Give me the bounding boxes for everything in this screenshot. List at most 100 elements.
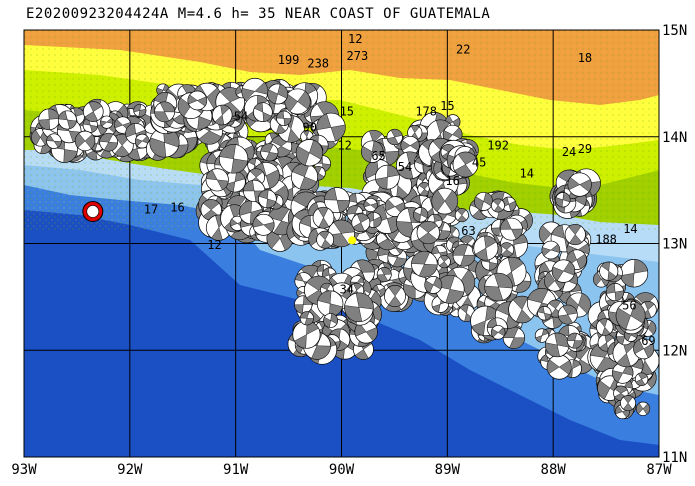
focal-mechanism-ball: [312, 206, 335, 229]
focal-mechanism-ball: [564, 224, 586, 246]
focal-mechanism-ball: [187, 90, 208, 111]
focal-mechanism-ball: [316, 290, 344, 317]
focal-mechanism-ball: [253, 102, 273, 123]
depth-label: 18: [578, 51, 592, 65]
focal-mechanism-ball: [599, 261, 619, 281]
focal-mechanism-ball: [258, 189, 277, 209]
focal-mechanism-ball: [99, 132, 118, 152]
focal-mechanism-ball: [615, 300, 646, 331]
focal-mechanism-ball: [544, 332, 570, 358]
focal-mechanism-ball: [634, 372, 649, 386]
focal-mechanism-ball: [260, 143, 279, 162]
focal-mechanism-ball: [499, 242, 515, 258]
longitude-tick: 89W: [435, 462, 461, 478]
longitude-tick-labels: 93W 92W 91W 90W 89W 88W 87W: [11, 462, 672, 478]
depth-label: 199: [278, 53, 300, 67]
focal-mechanism-ball: [316, 112, 346, 143]
depth-label: 192: [487, 139, 509, 153]
focal-mechanism-ball: [205, 168, 229, 192]
focal-mechanism-ball: [546, 354, 572, 380]
depth-label: 238: [307, 56, 329, 70]
focal-mechanism-ball: [633, 338, 655, 360]
focal-mechanism-ball: [435, 274, 465, 304]
focal-mechanism-ball: [100, 115, 114, 129]
focal-mechanism-ball: [294, 295, 313, 314]
focal-mechanism-ball: [413, 207, 429, 223]
station-marker: [348, 236, 357, 245]
latitude-tick: 11N: [662, 450, 687, 466]
depth-label: 12: [337, 139, 351, 153]
latitude-tick: 14N: [662, 130, 687, 146]
focal-mechanism-ball: [612, 339, 641, 368]
focal-mechanism-ball: [323, 313, 339, 328]
focal-mechanism-ball: [437, 255, 451, 269]
depth-label: 15: [340, 104, 354, 118]
focal-mechanism-ball: [149, 127, 180, 158]
depth-label: 14: [623, 222, 637, 236]
focal-mechanism-ball: [384, 285, 407, 308]
depth-label: 12: [207, 238, 221, 252]
focal-mechanism-ball: [299, 311, 314, 326]
latitude-tick-labels: 15N 14N 13N 12N 11N: [662, 23, 687, 466]
focal-mechanism-ball: [351, 213, 371, 233]
focal-mechanism-ball: [375, 164, 400, 190]
focal-mechanism-ball: [557, 304, 578, 325]
focal-mechanism-ball: [267, 83, 289, 105]
depth-label: 16: [445, 174, 459, 188]
focal-mechanism-ball: [211, 104, 233, 126]
focal-mechanism-ball: [416, 220, 440, 245]
longitude-tick: 92W: [117, 462, 143, 478]
longitude-tick: 87W: [646, 462, 672, 478]
focal-mechanism-ball: [501, 196, 517, 212]
focal-mechanism-ball: [452, 151, 479, 178]
focal-mechanism-ball: [384, 196, 406, 217]
focal-mechanism-ball: [400, 135, 420, 156]
depth-label: 54: [234, 110, 248, 124]
longitude-tick: 88W: [541, 462, 567, 478]
longitude-tick: 90W: [329, 462, 355, 478]
focal-mechanism-ball: [82, 101, 104, 122]
depth-label: 24: [562, 145, 576, 159]
map-frame: [23, 29, 660, 458]
focal-mechanism-ball: [499, 217, 523, 241]
event-ball: [86, 205, 100, 218]
focal-mechanism-ball: [74, 130, 96, 152]
focal-mechanism-ball: [386, 128, 403, 146]
depth-label: 29: [578, 142, 592, 156]
focal-mechanism-ball: [284, 88, 311, 115]
focal-mechanism-ball: [133, 103, 147, 117]
focal-mechanism-ball: [411, 250, 438, 278]
depth-label: 12: [348, 32, 362, 46]
focal-mechanism-ball: [490, 325, 506, 340]
focal-mechanism-ball: [57, 110, 77, 130]
focal-mechanism-ball: [431, 187, 459, 215]
focal-mechanism-ball: [276, 110, 292, 127]
focal-mechanism-ball: [38, 108, 60, 131]
focal-mechanism-ball: [327, 219, 356, 248]
focal-mechanism-ball: [541, 240, 561, 260]
latitude-tick: 15N: [662, 23, 687, 39]
event-title: E20200923204424A M=4.6 h= 35 NEAR COAST …: [26, 6, 491, 22]
depth-label: 69: [641, 334, 655, 348]
focal-mechanism-ball: [620, 395, 636, 412]
focal-mechanism-ball: [452, 243, 476, 267]
focal-mechanism-ball: [612, 362, 634, 384]
focal-mechanism-ball: [619, 259, 649, 288]
focal-mechanism-ball: [46, 133, 62, 149]
focal-mechanism-ball: [454, 208, 469, 223]
longitude-tick: 91W: [223, 462, 249, 478]
depth-label: 65: [371, 149, 385, 163]
depth-label: 188: [595, 233, 617, 247]
focal-mechanism-ball: [354, 320, 378, 344]
depth-label: 45: [472, 156, 486, 170]
focal-mechanism-ball: [154, 101, 175, 123]
focal-mechanism-ball: [555, 192, 571, 208]
focal-mechanism-ball: [376, 267, 392, 283]
depth-label: 16: [170, 200, 184, 214]
depth-label: 90: [303, 120, 317, 134]
focal-mechanism-ball: [290, 163, 319, 191]
focal-mechanism-ball: [474, 191, 494, 211]
